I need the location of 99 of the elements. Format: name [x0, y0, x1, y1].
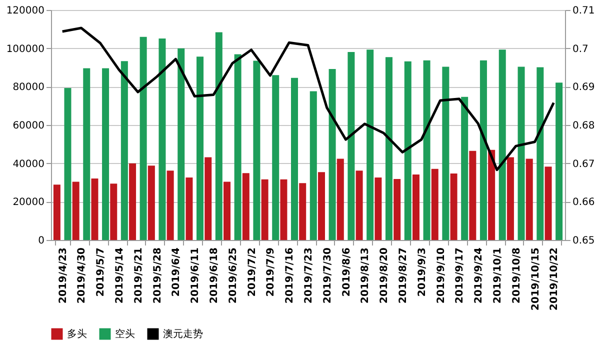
- bar: [310, 91, 317, 240]
- x-tick-label: 2019/7/30: [322, 247, 334, 304]
- bar: [431, 168, 438, 240]
- bar: [234, 54, 242, 240]
- bar: [318, 172, 325, 240]
- bar: [166, 170, 174, 240]
- x-tick-label: 2019/4/23: [58, 247, 69, 304]
- bar: [91, 178, 98, 240]
- bar: [518, 66, 525, 240]
- bar: [556, 82, 563, 240]
- x-tick-label: 2019/7/16: [284, 247, 296, 304]
- bar: [83, 68, 90, 240]
- bar: [450, 173, 458, 240]
- x-tick-label: 2019/5/14: [114, 247, 126, 304]
- bar: [480, 60, 487, 240]
- bar: [242, 173, 250, 240]
- x-tick-label: 2019/10/15: [530, 247, 542, 310]
- bar: [204, 157, 212, 240]
- x-tick-label: 2019/8/20: [379, 247, 390, 304]
- line-series: [61, 26, 555, 172]
- y-tick-label: 80000: [12, 82, 44, 94]
- bar: [348, 52, 355, 240]
- bar: [148, 166, 155, 240]
- bar: [53, 184, 60, 240]
- x-tick-label: 2019/7/23: [304, 247, 314, 304]
- x-tick-label: 2019/8/6: [341, 247, 352, 297]
- bar: [336, 158, 344, 240]
- bar: [272, 75, 280, 240]
- bar: [120, 61, 128, 240]
- bar: [140, 36, 147, 240]
- bar: [196, 56, 204, 240]
- y-tick-label: 100000: [6, 44, 44, 55]
- bar: [469, 150, 476, 240]
- y2-tick-label: 0.65: [572, 236, 595, 246]
- y-tick-label: 60000: [12, 120, 44, 132]
- bar: [544, 166, 552, 240]
- bar: [366, 50, 374, 240]
- y2-tick-label: 0.66: [572, 197, 595, 208]
- x-tick-label: 2019/6/4: [171, 247, 182, 297]
- y2-tick-label: 0.68: [572, 120, 595, 132]
- legend-label: 空头: [115, 328, 135, 340]
- bar: [64, 88, 72, 240]
- bar: [404, 61, 412, 240]
- x-tick-label: 2019/9/3: [416, 247, 428, 297]
- bar: [506, 157, 514, 240]
- bar: [299, 183, 306, 240]
- x-tick-label: 2019/9/17: [454, 247, 466, 304]
- bar: [536, 67, 544, 240]
- bar: [412, 174, 420, 240]
- bar: [291, 78, 298, 240]
- y2-tick-label: 0.69: [572, 82, 595, 94]
- legend-label: 多头: [67, 328, 87, 340]
- bar: [261, 179, 268, 240]
- x-tick-label: 2019/5/21: [133, 247, 144, 304]
- legend-label: 澳元走势: [163, 328, 203, 340]
- y-tick-label: 120000: [6, 6, 44, 16]
- bar: [488, 150, 496, 240]
- x-tick-label: 2019/9/10: [436, 247, 447, 304]
- bar: [215, 32, 222, 240]
- x-tick-label: 2019/5/28: [152, 247, 164, 304]
- bar: [461, 96, 468, 240]
- bar: [158, 38, 166, 240]
- x-tick-label: 2019/10/1: [492, 247, 504, 304]
- x-tick-label: 2019/9/24: [474, 247, 485, 304]
- y-tick-label: 40000: [12, 158, 44, 170]
- x-tick-label: 2019/4/30: [76, 247, 88, 304]
- y2-tick-label: 0.7: [572, 44, 588, 55]
- bar: [224, 182, 231, 240]
- bar: [72, 182, 80, 240]
- x-tick-label: 2019/10/8: [511, 247, 522, 304]
- bar: [498, 50, 506, 240]
- bar: [178, 48, 185, 240]
- y2-tick-label: 0.71: [572, 6, 595, 16]
- bar: [280, 179, 288, 240]
- x-tick-label: 2019/10/22: [549, 247, 560, 310]
- bar: [526, 158, 533, 240]
- x-tick-label: 2019/6/25: [228, 247, 239, 304]
- bar: [328, 69, 336, 240]
- x-tick-label: 2019/6/18: [209, 247, 220, 304]
- x-tick-label: 2019/5/7: [96, 247, 107, 297]
- y2-tick-label: 0.67: [572, 158, 595, 170]
- bar: [385, 57, 392, 240]
- bar: [442, 66, 450, 240]
- bar: [253, 60, 260, 240]
- bar: [186, 178, 193, 240]
- x-tick-label: 2019/7/2: [246, 247, 258, 297]
- bar: [394, 179, 401, 240]
- bar: [129, 163, 136, 240]
- x-tick-label: 2019/8/27: [398, 247, 409, 304]
- x-tick-label: 2019/8/13: [360, 247, 372, 304]
- bar: [374, 178, 382, 240]
- x-tick-label: 2019/7/9: [266, 247, 277, 297]
- y-tick-label: 20000: [12, 197, 44, 208]
- bar: [423, 60, 430, 240]
- bar: [110, 184, 118, 240]
- x-tick-label: 2019/6/11: [190, 247, 202, 304]
- bar: [356, 170, 363, 240]
- y-tick-label: 0: [38, 236, 44, 246]
- bar: [102, 68, 110, 240]
